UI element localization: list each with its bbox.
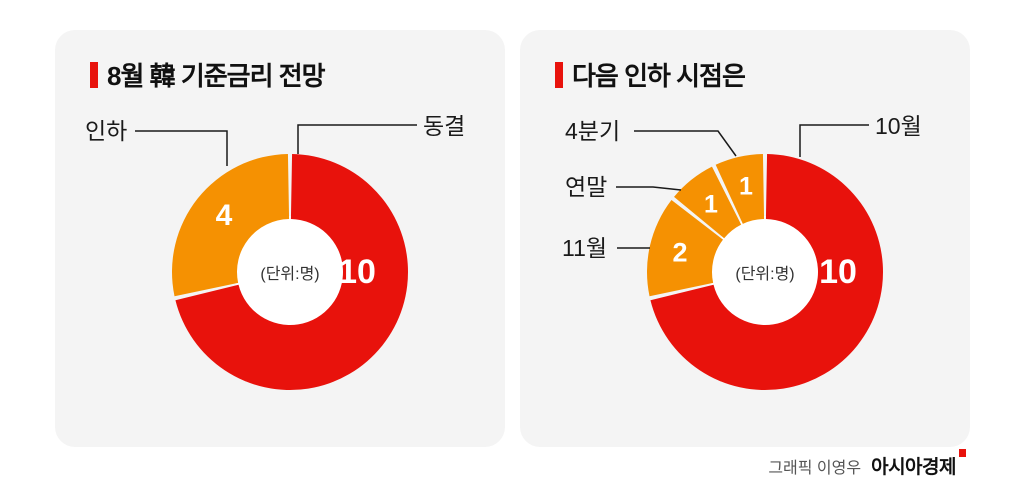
title-tick-icon <box>555 61 563 88</box>
slice-value-yearend: 1 <box>704 190 718 219</box>
donut-slice-0 <box>175 154 408 391</box>
slice-value-october: 10 <box>819 253 857 291</box>
graphic-credit: 그래픽 이영우 <box>768 460 862 477</box>
donut-slice-1 <box>647 200 723 297</box>
chart-title: 8월 韓 기준금리 전망 <box>107 61 326 91</box>
donut-chart <box>172 154 408 391</box>
unit-label: (단위:명) <box>735 266 795 283</box>
footer-credit: 그래픽 이영우 아시아경제 <box>768 449 966 479</box>
slice-label-q4: 4분기 <box>565 118 621 144</box>
donut-hole <box>234 216 346 328</box>
donut-slice-0 <box>650 154 883 391</box>
slice-label-november: 11월 <box>562 235 608 261</box>
donut-slice-3 <box>715 154 765 224</box>
chart-header: 다음 인하 시점은 <box>555 56 746 93</box>
chart-card-rate-forecast: 8월 韓 기준금리 전망 인하 동결 10 4 (단위:명) <box>55 30 505 447</box>
title-tick-icon <box>90 61 98 88</box>
slice-label-freeze: 동결 <box>423 113 466 139</box>
chart-title: 다음 인하 시점은 <box>572 61 746 91</box>
chart-card-next-cut-timing: 다음 인하 시점은 4분기 연말 11월 10월 10 2 1 1 (단위:명) <box>520 30 970 447</box>
donut-chart <box>647 154 883 391</box>
donut-slice-2 <box>674 166 742 239</box>
slice-value-cut: 4 <box>215 199 233 232</box>
slice-value-november: 2 <box>672 237 688 268</box>
donut-hole <box>709 216 821 328</box>
brand-mark-icon <box>959 449 966 457</box>
brand-logo: 아시아경제 <box>871 449 966 479</box>
unit-label: (단위:명) <box>260 266 320 283</box>
slice-value-q4: 1 <box>739 172 753 201</box>
chart-header: 8월 韓 기준금리 전망 <box>90 56 326 93</box>
donut-slice-1 <box>172 154 290 297</box>
slice-label-october: 10월 <box>875 113 922 139</box>
slice-label-cut: 인하 <box>85 118 128 144</box>
brand-name: 아시아경제 <box>871 457 956 478</box>
slice-label-yearend: 연말 <box>565 174 608 200</box>
slice-value-freeze: 10 <box>338 253 376 291</box>
